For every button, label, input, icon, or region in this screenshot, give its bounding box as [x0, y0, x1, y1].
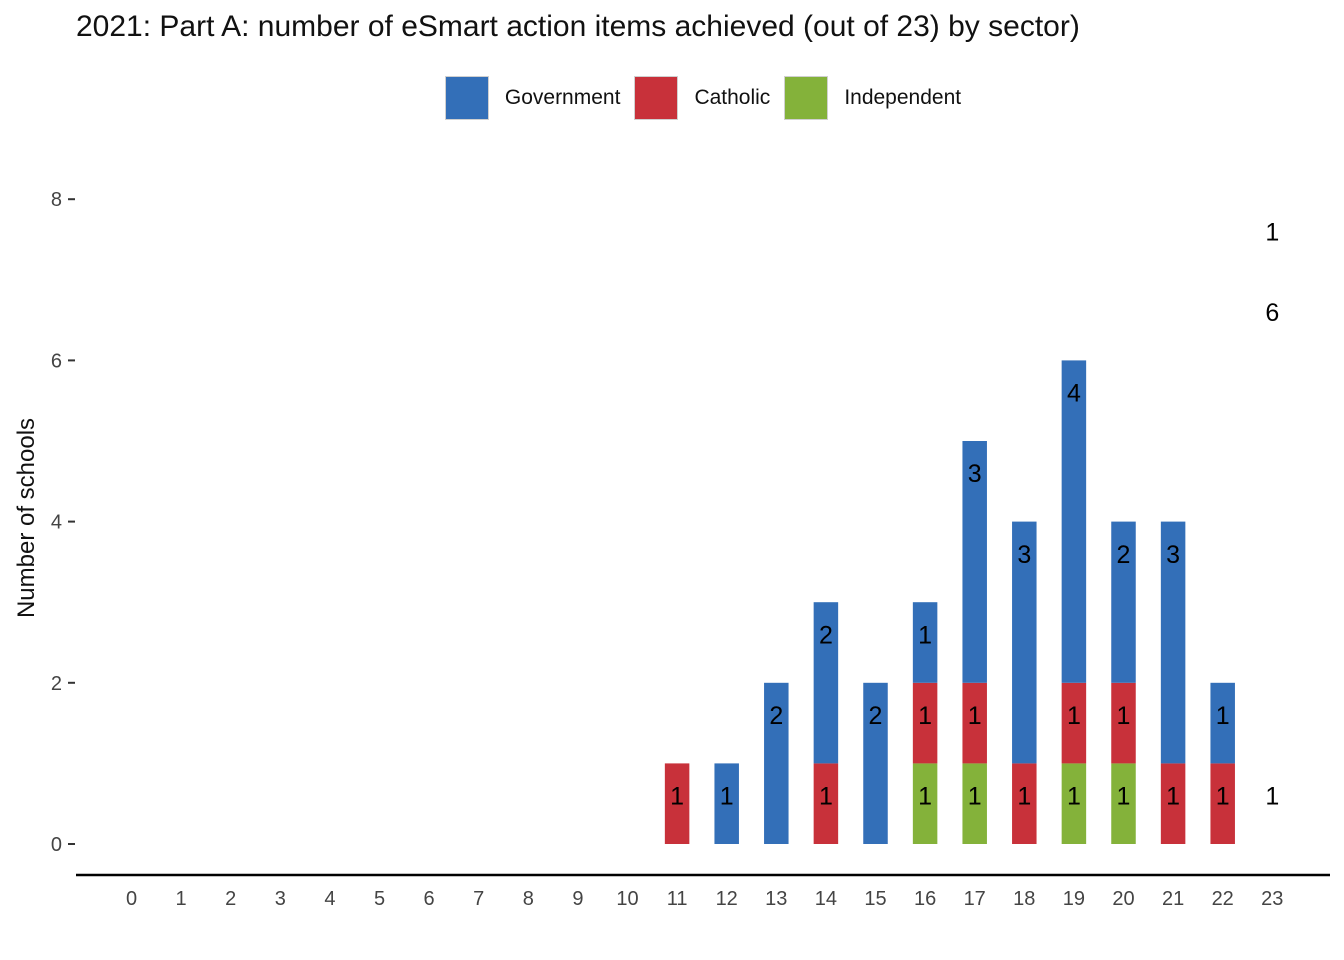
- bar-label: 1: [819, 783, 833, 811]
- x-axis: 0 1 2 3 4 5 6 7 8 9 10 11 12 13 14 15 16 17 18 19 20 21 22 23: [126, 888, 1283, 910]
- bar-government-22: [1210, 682, 1235, 764]
- legend-item-independent: Independent: [784, 76, 961, 120]
- bar-catholic-14: [813, 763, 839, 844]
- bar-label: 1: [1216, 702, 1230, 730]
- y-tick-label: 2: [51, 673, 62, 695]
- x-tick-label: 21: [1162, 888, 1184, 910]
- bar-government-14: [813, 602, 839, 764]
- bar-label: 1: [1265, 783, 1279, 811]
- x-tick-label: 22: [1212, 888, 1234, 910]
- x-tick-label: 7: [473, 888, 484, 910]
- bar-label: 1: [1067, 783, 1081, 811]
- bar-government-15: [863, 682, 888, 844]
- x-tick-label: 23: [1261, 888, 1283, 910]
- bar-label: 4: [1067, 380, 1081, 408]
- bar-label: 2: [819, 621, 833, 649]
- bars: [664, 360, 1235, 844]
- x-tick-label: 2: [225, 888, 236, 910]
- bar-label: 2: [769, 702, 783, 730]
- x-tick-label: 15: [864, 888, 886, 910]
- legend-key-government: [444, 76, 489, 120]
- legend-item-catholic: Catholic: [634, 76, 770, 120]
- bar-label: 1: [720, 783, 734, 811]
- bar-catholic-17: [962, 682, 987, 764]
- bar-independent-16: [912, 763, 938, 844]
- y-tick-label: 8: [51, 189, 62, 211]
- bar-label: 1: [1216, 783, 1230, 811]
- bar-label: 1: [968, 783, 982, 811]
- bar-label: 2: [869, 702, 883, 730]
- bar-label: 1: [918, 783, 932, 811]
- bar-label: 1: [1265, 218, 1279, 246]
- legend-item-government: Government: [444, 76, 621, 120]
- x-tick-label: 4: [324, 888, 335, 910]
- x-tick-label: 11: [667, 888, 688, 910]
- bar-independent-20: [1111, 763, 1136, 844]
- bar-label: 1: [968, 702, 982, 730]
- bar-catholic-19: [1061, 682, 1087, 764]
- y-tick-label: 0: [51, 834, 62, 856]
- x-tick-label: 8: [523, 888, 534, 910]
- bar-label: 1: [918, 702, 932, 730]
- bar-label: 1: [1017, 783, 1031, 811]
- bar-label: 1: [1117, 783, 1131, 811]
- x-tick-label: 13: [765, 888, 787, 910]
- y-axis-label: Number of schools: [13, 418, 40, 618]
- x-tick-label: 18: [1013, 888, 1035, 910]
- bar-government-21: [1160, 521, 1186, 764]
- bar-label: 1: [670, 783, 684, 811]
- bar-independent-19: [1061, 763, 1087, 844]
- x-tick-label: 6: [424, 888, 435, 910]
- bar-government-16: [912, 602, 938, 683]
- x-tick-label: 1: [176, 888, 187, 910]
- y-axis: 0 2 4 6 8: [51, 189, 75, 856]
- y-tick-label: 6: [51, 350, 62, 372]
- bar-government-19: [1061, 360, 1087, 683]
- x-tick-label: 5: [374, 888, 385, 910]
- x-tick-label: 20: [1112, 888, 1134, 910]
- x-tick-label: 3: [275, 888, 286, 910]
- bar-label: 3: [968, 460, 982, 488]
- bar-label: 2: [1117, 541, 1131, 569]
- bar-catholic-20: [1111, 682, 1136, 764]
- bar-independent-17: [962, 763, 987, 844]
- bar-label: 1: [1067, 702, 1081, 730]
- bar-catholic-21: [1160, 763, 1186, 844]
- bar-label: 1: [1117, 702, 1131, 730]
- x-tick-label: 16: [914, 888, 936, 910]
- bar-government-13: [764, 682, 789, 844]
- bar-catholic-18: [1012, 763, 1037, 844]
- legend: Government Catholic Independent: [0, 76, 1344, 120]
- x-tick-label: 12: [716, 888, 738, 910]
- bar-label: 1: [1166, 783, 1180, 811]
- bar-label: 3: [1017, 541, 1031, 569]
- bar-label: 3: [1166, 541, 1180, 569]
- bar-catholic-16: [912, 682, 938, 764]
- bar-label: 1: [918, 621, 932, 649]
- legend-label-independent: Independent: [844, 86, 962, 109]
- x-tick-label: 9: [572, 888, 583, 910]
- bar-catholic-22: [1210, 763, 1235, 844]
- chart-title: 2021: Part A: number of eSmart action it…: [76, 10, 1080, 43]
- legend-key-catholic: [634, 76, 679, 120]
- x-tick-label: 10: [616, 888, 638, 910]
- x-tick-label: 17: [964, 888, 986, 910]
- bar-government-12: [714, 763, 739, 844]
- bar-government-18: [1012, 521, 1037, 764]
- x-tick-label: 14: [815, 888, 837, 910]
- bar-label: 6: [1265, 299, 1279, 327]
- x-tick-label: 19: [1063, 888, 1085, 910]
- legend-label-catholic: Catholic: [694, 86, 771, 109]
- y-tick-label: 4: [51, 512, 62, 534]
- legend-key-independent: [784, 76, 829, 120]
- bar-government-17: [962, 441, 987, 683]
- legend-label-government: Government: [504, 86, 621, 109]
- bar-catholic-11: [664, 763, 690, 844]
- bar-government-20: [1111, 521, 1136, 683]
- x-tick-label: 0: [126, 888, 137, 910]
